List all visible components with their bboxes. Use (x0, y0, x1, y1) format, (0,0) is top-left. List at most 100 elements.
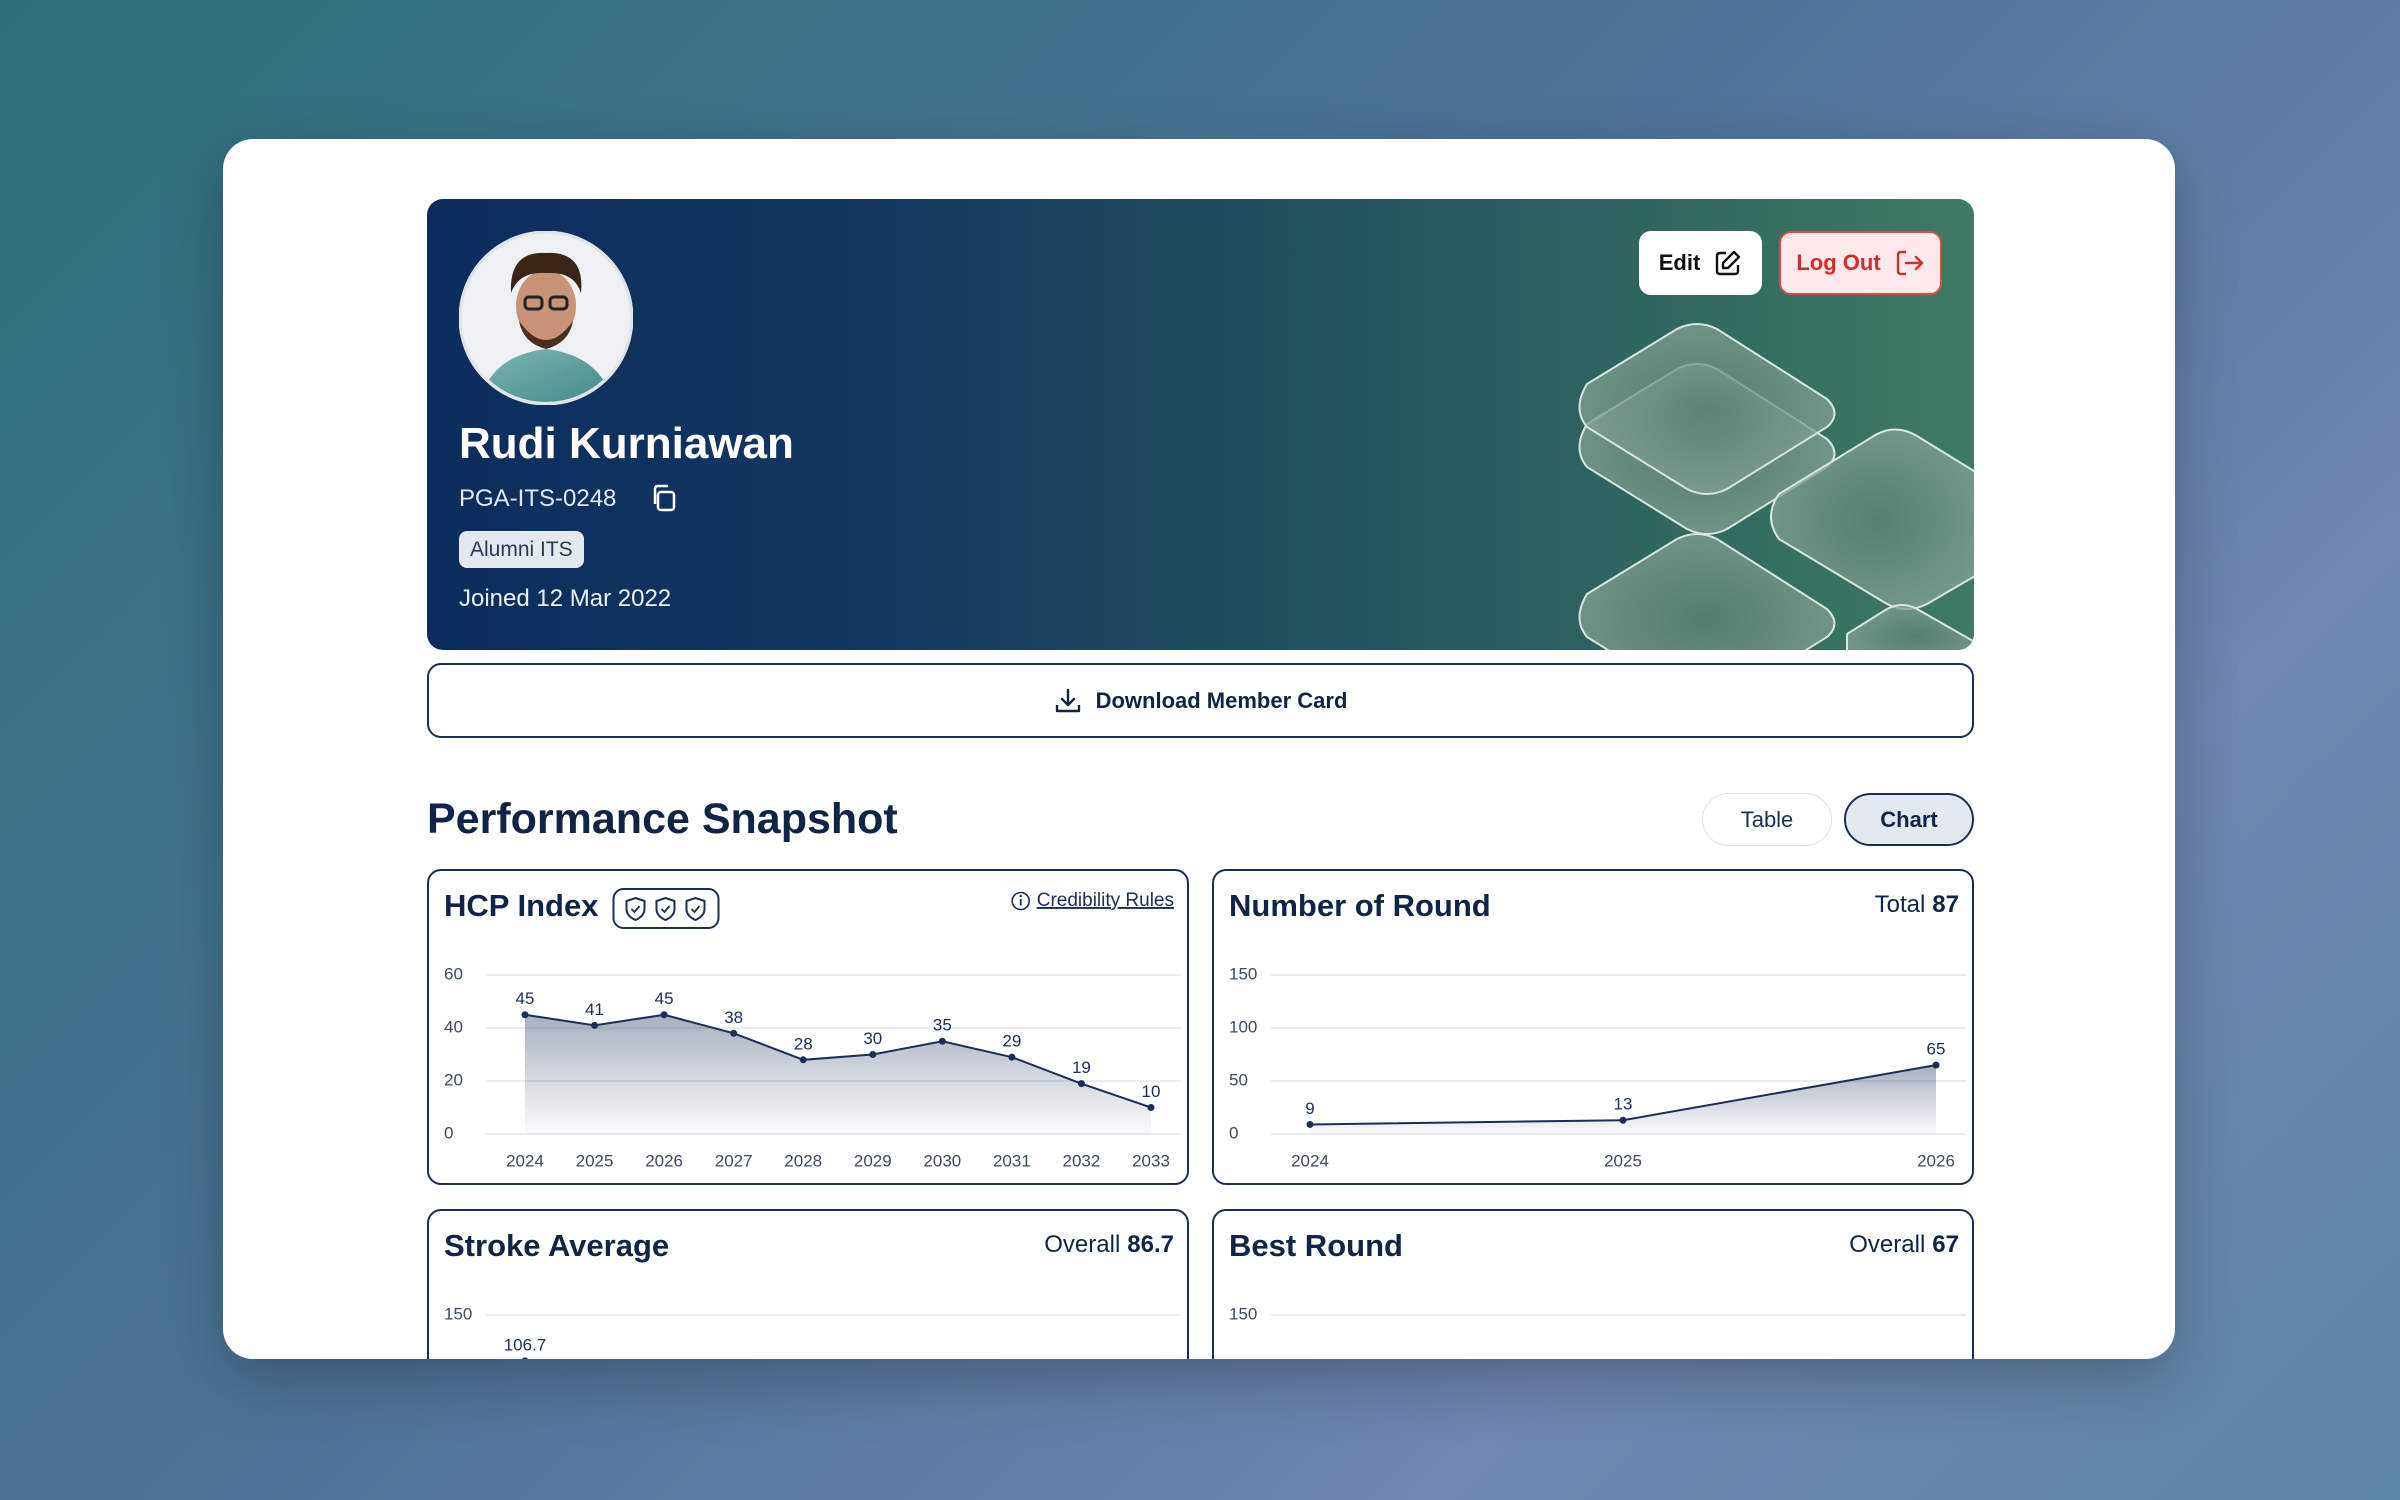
joined-date: Joined 12 Mar 2022 (459, 585, 672, 612)
area-fill (525, 1014, 1151, 1134)
data-point (799, 1056, 807, 1064)
data-label: 13 (1614, 1095, 1633, 1114)
shield-icon (685, 896, 706, 922)
data-point (1077, 1080, 1085, 1088)
chart-card: Stroke AverageOverall86.7050100150106.78… (427, 1209, 1189, 1359)
y-tick-label: 100 (1229, 1357, 1257, 1359)
x-tick-label: 2033 (1132, 1151, 1170, 1170)
logout-icon (1896, 250, 1923, 276)
info-icon (1019, 894, 1022, 898)
toggle-label: Table (1740, 806, 1794, 832)
profile-banner: Rudi Kurniawan PGA-ITS-0248 Alumni ITS J… (427, 199, 1974, 650)
y-tick-label: 40 (444, 1017, 463, 1036)
data-point (660, 1011, 668, 1019)
download-label: Download Member Card (1095, 687, 1348, 713)
data-point (938, 1037, 946, 1045)
check-icon (630, 905, 641, 914)
edit-button[interactable]: Edit (1639, 231, 1762, 295)
data-label: 35 (933, 1016, 952, 1035)
summary-label: Overall (1849, 1231, 1925, 1258)
y-tick-label: 100 (444, 1357, 472, 1359)
chart-title: Number of Round (1229, 888, 1491, 923)
data-point (730, 1029, 738, 1037)
data-label: 28 (794, 1034, 813, 1053)
shield-icon (655, 896, 676, 922)
data-label: 10 (1142, 1082, 1161, 1101)
data-point (522, 1357, 528, 1359)
data-label: 65 (1927, 1040, 1946, 1059)
chart-summary: Total 87 (1875, 891, 1959, 918)
x-tick-label: 2026 (645, 1151, 683, 1170)
data-label: 106.7 (504, 1335, 547, 1354)
chart-card: Best RoundOverall6705010015086.7 (1212, 1209, 1974, 1359)
chart: Stroke AverageOverall86.7050100150106.78… (444, 1228, 1181, 1359)
download-icon (1055, 688, 1080, 712)
chart: HCP Index Credibility Rules 0 20 40 60 2024 202… (444, 888, 1181, 1170)
y-tick-label: 60 (444, 964, 463, 983)
logout-button[interactable]: Log Out (1779, 231, 1942, 295)
member-id: PGA-ITS-0248 (459, 485, 617, 512)
shield-icon (625, 896, 646, 922)
chart-summary: Overall 67 (1849, 1231, 1959, 1258)
data-label: 86.7 (1293, 1357, 1326, 1359)
x-tick-label: 2025 (576, 1151, 614, 1170)
chart: Number of Round Total 87 0 50 100 150 2024 2025 2… (1229, 888, 1966, 1170)
data-point (521, 1011, 529, 1019)
table-toggle[interactable]: Table (1702, 793, 1832, 846)
x-tick-label: 2027 (715, 1151, 753, 1170)
line (524, 1013, 1152, 1109)
x-tick-label: 2032 (1063, 1151, 1101, 1170)
data-point (1619, 1116, 1627, 1124)
summary-value: 87 (1932, 891, 1959, 918)
data-label: 45 (516, 989, 535, 1008)
x-tick-label: 2025 (1604, 1151, 1642, 1170)
y-tick-label: 100 (1229, 1017, 1257, 1036)
credibility-link[interactable]: Credibility Rules (1037, 890, 1174, 911)
y-tick-label: 150 (1229, 1304, 1257, 1323)
data-label: 38 (724, 1008, 743, 1027)
summary-label: Total (1875, 891, 1926, 918)
chart-summary: Overall 86.7 (1044, 1231, 1174, 1258)
y-tick-label: 50 (1229, 1070, 1248, 1089)
data-point (1147, 1104, 1155, 1111)
data-label: 45 (655, 989, 674, 1008)
data-point (591, 1021, 599, 1029)
x-tick-label: 2031 (993, 1151, 1031, 1170)
data-label: 86.7 (821, 1357, 854, 1359)
summary-value: 67 (1932, 1231, 1959, 1258)
check-icon (690, 905, 701, 914)
credibility-badge (612, 888, 720, 929)
data-point (1932, 1061, 1940, 1069)
x-tick-label: 2029 (854, 1151, 892, 1170)
chart-title: Best Round (1229, 1228, 1403, 1263)
data-point (1008, 1053, 1016, 1061)
chart: Best RoundOverall6705010015086.7 (1229, 1228, 1966, 1359)
y-tick-label: 20 (444, 1070, 463, 1089)
member-badge: Alumni ITS (459, 531, 584, 568)
x-tick-label: 2028 (784, 1151, 822, 1170)
x-tick-label: 2030 (923, 1151, 961, 1170)
logout-label: Log Out (1796, 250, 1881, 275)
data-label: 41 (585, 1000, 604, 1019)
y-tick-label: 150 (1229, 964, 1257, 983)
member-name: Rudi Kurniawan (459, 419, 794, 468)
check-icon (660, 905, 671, 914)
chart-title: Stroke Average (444, 1228, 669, 1263)
data-label: 19 (1072, 1058, 1091, 1077)
data-label: 29 (1002, 1032, 1021, 1051)
data-label: 30 (863, 1029, 882, 1048)
chart-toggle[interactable]: Chart (1844, 793, 1974, 846)
copy-icon[interactable] (649, 483, 679, 513)
chart-title: HCP Index (444, 888, 599, 923)
y-tick-label: 0 (1229, 1123, 1238, 1142)
section-title: Performance Snapshot (427, 795, 898, 843)
y-tick-label: 0 (444, 1123, 453, 1142)
summary-label: Overall (1044, 1231, 1120, 1258)
chart-card: HCP Index Credibility Rules 0 20 40 60 2024 202… (427, 869, 1189, 1185)
data-point (1306, 1120, 1314, 1128)
avatar (459, 231, 633, 405)
download-card-button[interactable]: Download Member Card (427, 663, 1974, 738)
banner-decoration (1578, 323, 1974, 650)
chart-card: Number of Round Total 87 0 50 100 150 2024 2025 2… (1212, 869, 1974, 1185)
